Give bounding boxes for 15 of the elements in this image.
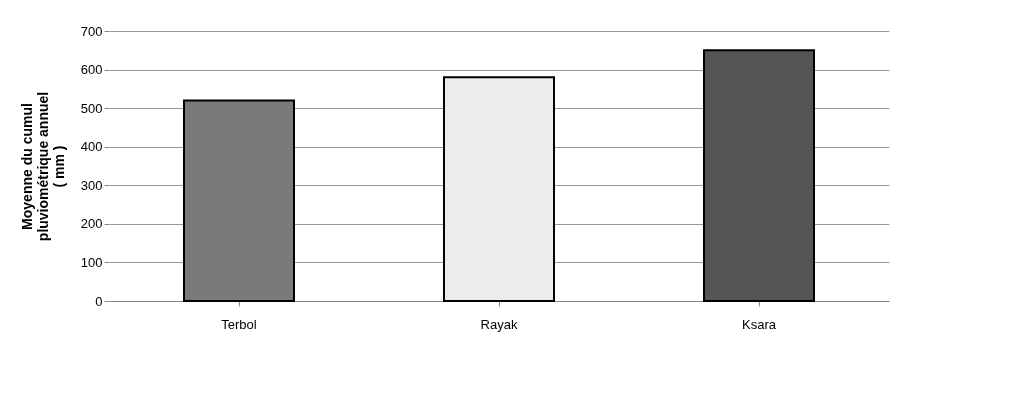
y-tick-label: 700 (80, 23, 103, 39)
x-tick-label: Rayak (480, 316, 518, 332)
y-axis-title: Moyenne du cumul pluviométrique annuel ( mm ) (18, 91, 67, 242)
y-tick-label: 400 (80, 139, 103, 155)
y-tick-label: 200 (80, 216, 103, 232)
y-tick-label: 100 (80, 254, 103, 270)
y-tick-label: 600 (80, 62, 103, 78)
bar (703, 49, 815, 302)
x-tick-label: Ksara (742, 316, 777, 332)
y-tick-label: 0 (95, 293, 103, 309)
x-tick-label: Terbol (221, 316, 257, 332)
y-tick-label: 500 (80, 100, 103, 116)
bar (183, 99, 295, 302)
y-tick-label: 300 (80, 177, 103, 193)
bar (443, 76, 555, 302)
